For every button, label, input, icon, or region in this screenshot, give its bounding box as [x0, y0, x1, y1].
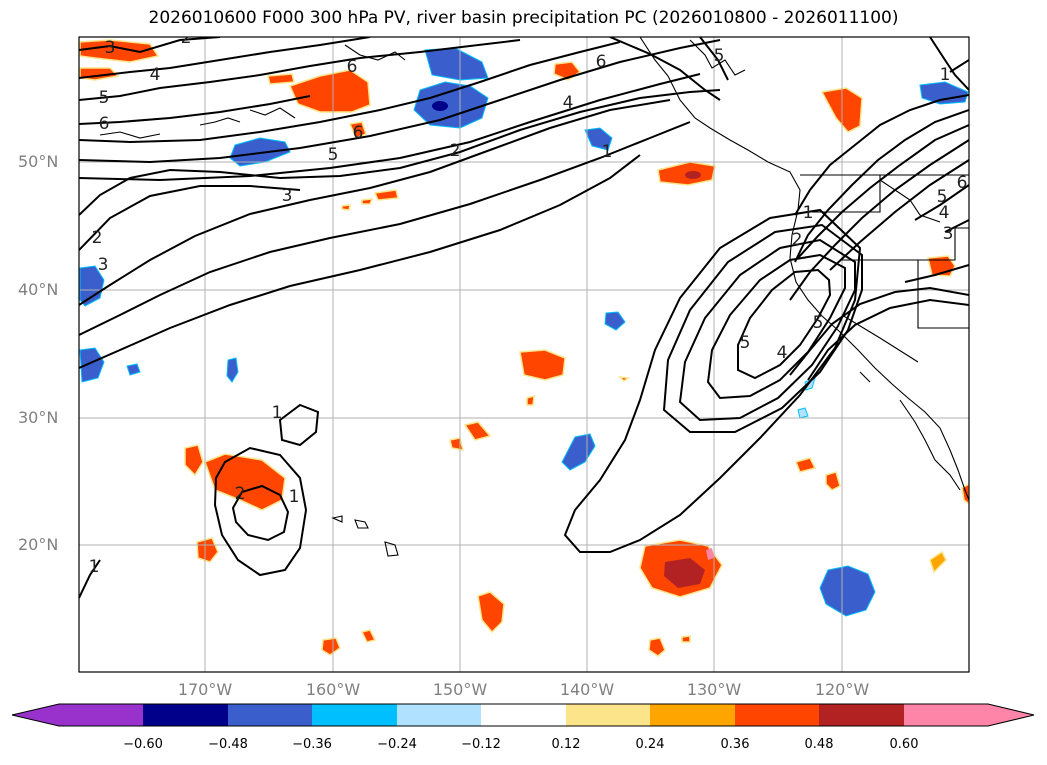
colorbar-segment [566, 704, 650, 726]
lon-label-130w: 130°W [686, 680, 742, 699]
gridlines [79, 37, 969, 672]
svg-text:1: 1 [602, 142, 613, 162]
svg-text:5: 5 [328, 145, 339, 165]
svg-text:6: 6 [347, 57, 358, 77]
svg-text:1: 1 [272, 403, 283, 423]
colorbar-tick-label: 0.12 [551, 737, 581, 752]
colorbar-tick-label: −0.12 [461, 737, 501, 752]
svg-text:4: 4 [150, 65, 161, 85]
lon-label-150w: 150°W [432, 680, 488, 699]
pv-contour-labels: 3 2 4 5 6 6 6 5 2 3 4 1 6 5 1 2 3 1 2 6 … [89, 28, 968, 577]
svg-text:6: 6 [596, 52, 607, 72]
colorbar-segment [143, 704, 228, 726]
lon-label-120w: 120°W [814, 680, 870, 699]
map-title: 2026010600 F000 300 hPa PV, river basin … [148, 8, 899, 28]
colorbar-segment [819, 704, 904, 726]
colorbar-tick-label: −0.36 [292, 737, 332, 752]
positive-precip-regions [79, 39, 969, 657]
negative-precip-regions [79, 47, 969, 617]
svg-text:3: 3 [105, 38, 116, 58]
svg-text:5: 5 [937, 187, 948, 207]
colorbar-tick-label: −0.48 [208, 737, 248, 752]
colorbar-segment [735, 704, 819, 726]
colorbar-tick-label: −0.24 [377, 737, 417, 752]
colorbar-tick-label: 0.48 [804, 737, 834, 752]
colorbar-segment [228, 704, 312, 726]
lon-label-170w: 170°W [177, 680, 233, 699]
colorbar-segment [904, 704, 1034, 726]
svg-text:2: 2 [792, 230, 803, 250]
svg-text:4: 4 [563, 93, 574, 113]
colorbar-segment [312, 704, 397, 726]
svg-text:2: 2 [235, 484, 246, 504]
svg-text:6: 6 [353, 123, 364, 143]
lat-label-40n: 40°N [18, 280, 59, 299]
svg-text:6: 6 [957, 173, 968, 193]
svg-text:2: 2 [181, 28, 192, 48]
colorbar-segment [12, 704, 143, 726]
lat-label-50n: 50°N [18, 152, 59, 171]
svg-text:2: 2 [92, 228, 103, 248]
colorbar-segment [481, 704, 566, 726]
svg-text:1: 1 [89, 557, 100, 577]
lat-label-30n: 30°N [18, 408, 59, 427]
svg-text:6: 6 [99, 114, 110, 134]
svg-text:1: 1 [289, 487, 300, 507]
lat-label-20n: 20°N [18, 535, 59, 554]
colorbar-tick-label: −0.60 [123, 737, 163, 752]
colorbar-segment [397, 704, 481, 726]
svg-text:2: 2 [450, 141, 461, 161]
lon-label-140w: 140°W [559, 680, 615, 699]
map-canvas: 3 2 4 5 6 6 6 5 2 3 4 1 6 5 1 2 3 1 2 6 … [78, 28, 970, 673]
svg-text:4: 4 [939, 203, 950, 223]
svg-text:5: 5 [813, 313, 824, 333]
colorbar-tick-label: 0.36 [720, 737, 750, 752]
svg-text:1: 1 [940, 65, 951, 85]
svg-text:4: 4 [777, 343, 788, 363]
colorbar-tick-label: 0.24 [635, 737, 665, 752]
lon-label-160w: 160°W [305, 680, 361, 699]
svg-text:3: 3 [943, 224, 954, 244]
svg-text:5: 5 [99, 88, 110, 108]
svg-text:3: 3 [282, 186, 293, 206]
svg-text:1: 1 [803, 203, 814, 223]
svg-text:5: 5 [714, 46, 725, 66]
pv-contours [79, 37, 969, 599]
colorbar-segment [650, 704, 735, 726]
svg-text:5: 5 [740, 333, 751, 353]
svg-text:3: 3 [98, 255, 109, 275]
map-frame [78, 36, 970, 673]
colorbar-tick-label: 0.60 [889, 737, 919, 752]
